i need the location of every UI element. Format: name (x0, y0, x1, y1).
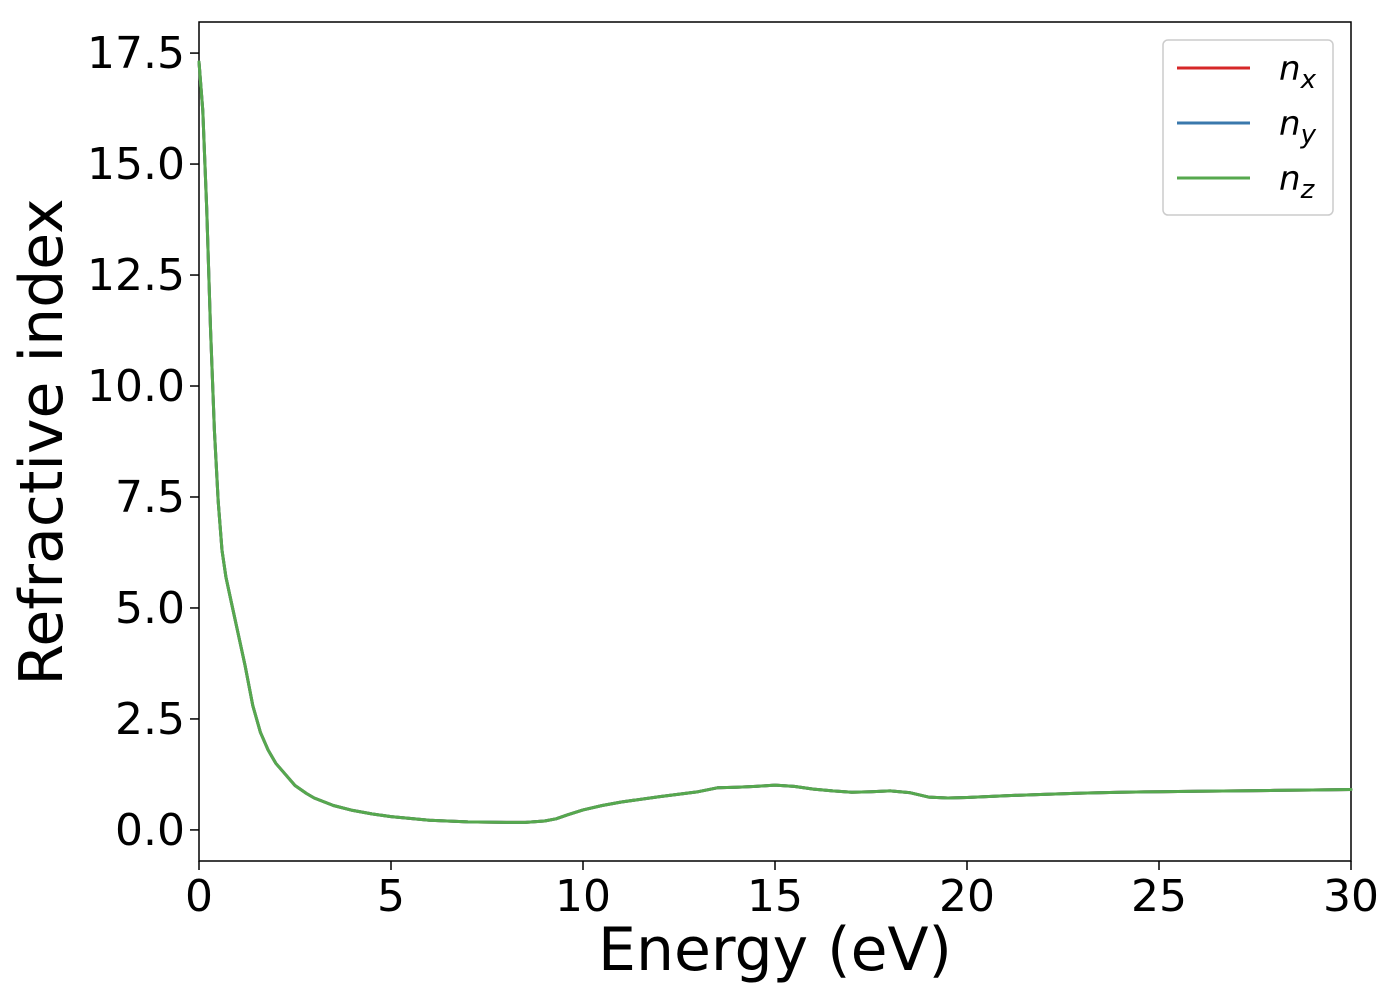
y-tick-label: 15.0 (87, 139, 185, 190)
x-tick-label: 30 (1323, 871, 1379, 922)
x-tick-label: 15 (747, 871, 803, 922)
x-axis: 0 5 10 15 20 25 30 (185, 861, 1379, 922)
y-axis-title: Refractive index (7, 198, 77, 685)
legend-label-x: nx (1279, 49, 1317, 95)
legend-label-z: nz (1279, 159, 1316, 205)
y-axis: 0.0 2.5 5.0 7.5 10.0 12.5 15.0 17.5 (87, 28, 199, 856)
y-tick-label: 12.5 (87, 250, 185, 301)
y-tick-label: 0.0 (115, 805, 185, 856)
y-tick-label: 7.5 (115, 472, 185, 523)
x-tick-label: 20 (939, 871, 995, 922)
y-tick-label: 5.0 (115, 583, 185, 634)
legend-label-y: ny (1279, 104, 1317, 150)
y-tick-label: 2.5 (115, 694, 185, 745)
legend: nx ny nz (1162, 39, 1334, 216)
legend-box (1162, 39, 1334, 216)
x-axis-title: Energy (eV) (598, 915, 952, 985)
y-tick-label: 17.5 (87, 28, 185, 79)
x-tick-label: 5 (377, 871, 405, 922)
x-tick-label: 0 (185, 871, 213, 922)
series-layer (197, 60, 1353, 824)
series-line-n-z (197, 60, 1353, 824)
x-tick-label: 25 (1131, 871, 1187, 922)
x-tick-label: 10 (555, 871, 611, 922)
y-tick-label: 10.0 (87, 361, 185, 412)
